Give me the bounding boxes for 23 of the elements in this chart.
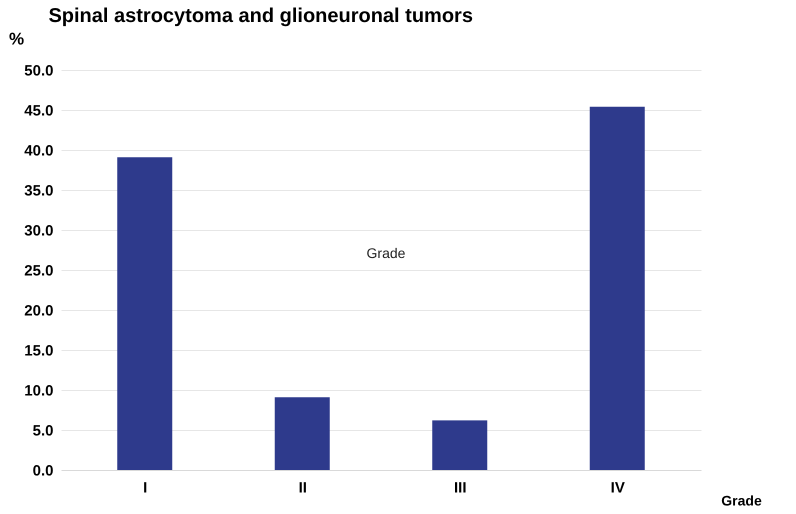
x-tick-label: I bbox=[143, 480, 148, 496]
y-tick-label: 0.0 bbox=[32, 462, 54, 480]
bar bbox=[590, 106, 645, 470]
bar bbox=[274, 397, 330, 470]
y-tick-label: 5.0 bbox=[32, 422, 54, 440]
x-tick-label: III bbox=[454, 480, 467, 496]
y-tick-label: 30.0 bbox=[24, 222, 54, 240]
y-tick-label: 45.0 bbox=[24, 102, 54, 120]
bar bbox=[117, 157, 172, 470]
y-tick-label: 40.0 bbox=[24, 142, 54, 160]
y-tick-label: 15.0 bbox=[24, 342, 54, 360]
x-tick-label: IV bbox=[610, 480, 625, 496]
x-tick-label: II bbox=[298, 480, 307, 496]
annotation: Grade bbox=[366, 245, 406, 261]
y-tick-label: 20.0 bbox=[24, 302, 54, 320]
y-tick-label: 35.0 bbox=[24, 182, 54, 200]
chart-title: Spinal astrocytoma and glioneuronal tumors bbox=[48, 5, 473, 27]
bar bbox=[432, 420, 488, 470]
x-axis-title: Grade bbox=[721, 492, 762, 508]
y-axis-title: % bbox=[8, 30, 24, 48]
y-tick-label: 10.0 bbox=[24, 382, 54, 400]
y-tick-label: 50.0 bbox=[24, 62, 54, 80]
y-tick-label: 25.0 bbox=[24, 262, 54, 280]
